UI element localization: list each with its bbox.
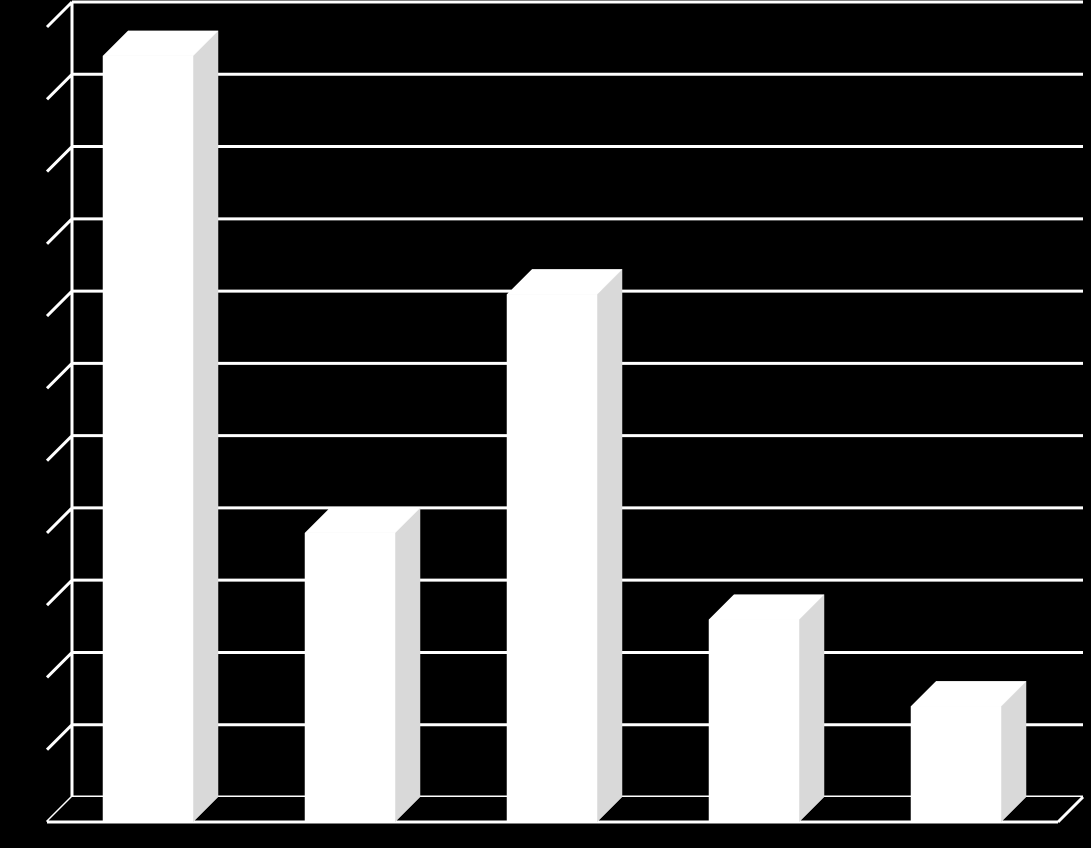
bar (911, 681, 1026, 822)
bar (507, 269, 622, 822)
bar (305, 508, 420, 822)
bar (709, 595, 824, 822)
bar (103, 31, 218, 822)
bar-chart-3d (0, 0, 1091, 848)
